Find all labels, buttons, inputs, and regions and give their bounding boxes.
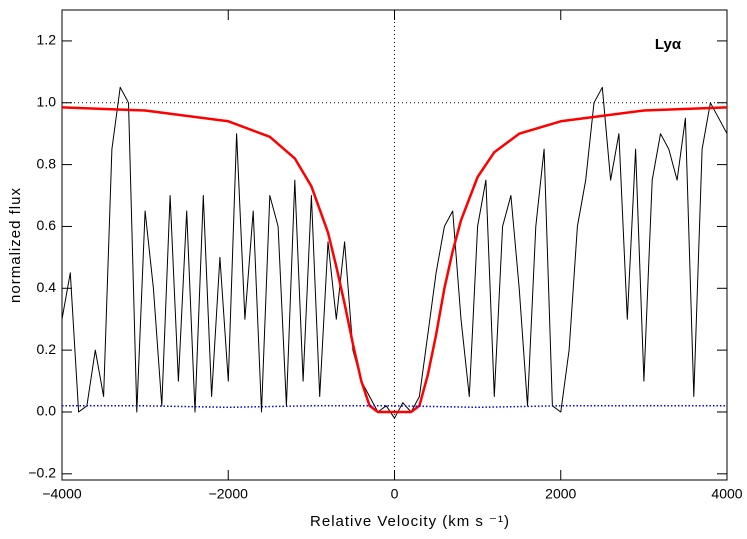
y-tick-label: 1.0 <box>37 93 57 109</box>
y-tick-label: 0.4 <box>37 279 57 295</box>
x-tick-label: −2000 <box>209 486 249 502</box>
series-line <box>61 86 728 419</box>
x-tick-label: 4000 <box>711 486 742 502</box>
series-line <box>61 106 728 414</box>
y-tick-label: 1.2 <box>37 32 57 48</box>
y-tick-label: 0.6 <box>37 217 57 233</box>
x-axis-label: Relative Velocity (km s ⁻¹) <box>310 513 510 530</box>
y-axis-label: normalized flux <box>7 187 24 303</box>
x-tick-label: 2000 <box>545 486 576 502</box>
y-tick-label: 0.0 <box>37 403 57 419</box>
y-tick-label: 0.2 <box>37 341 57 357</box>
plot-frame <box>61 9 728 481</box>
x-tick-label: −4000 <box>42 486 82 502</box>
y-tick-label: −0.2 <box>28 465 56 481</box>
series-line <box>62 405 727 409</box>
y-tick-label: 0.8 <box>37 155 57 171</box>
annotation: Lyα <box>655 36 682 53</box>
x-tick-label: 0 <box>391 486 399 502</box>
